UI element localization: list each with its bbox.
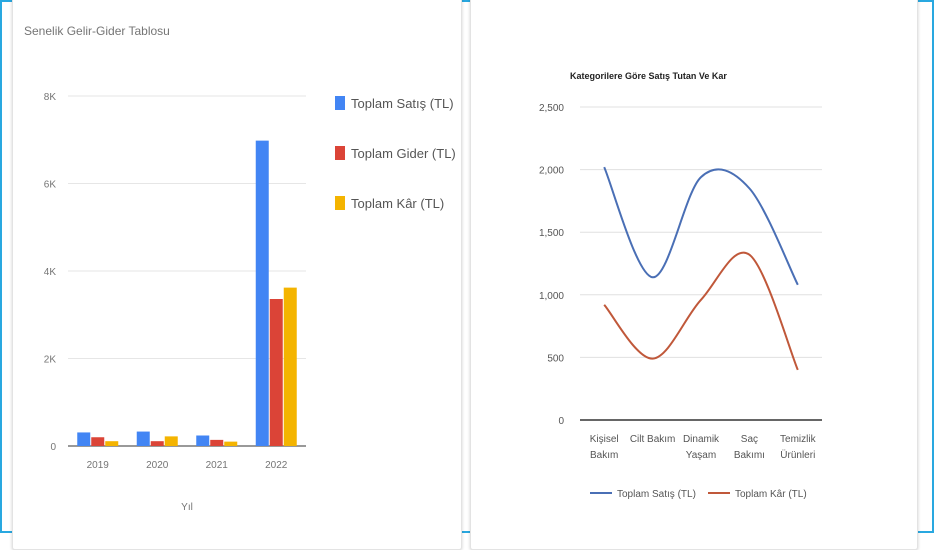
y-tick-label: 1,000 xyxy=(539,291,564,302)
x-tick-label: Dinamik xyxy=(683,434,720,445)
y-tick-label: 0 xyxy=(50,442,56,453)
x-tick-label: Yaşam xyxy=(686,450,716,461)
y-tick-label: 8K xyxy=(44,92,57,103)
bar xyxy=(224,441,238,446)
bar-chart-panel xyxy=(12,0,462,550)
y-tick-label: 0 xyxy=(558,416,564,427)
bar xyxy=(210,439,224,446)
legend-label: Toplam Satış (TL) xyxy=(351,96,454,111)
legend-label: Toplam Gider (TL) xyxy=(351,146,456,161)
bar xyxy=(196,435,210,446)
x-tick-label: 2022 xyxy=(265,460,288,471)
series-line xyxy=(603,166,799,286)
bar xyxy=(255,140,269,446)
y-tick-label: 500 xyxy=(547,353,564,364)
x-tick-label: Saç xyxy=(741,434,758,445)
screenshot-frame xyxy=(0,0,934,533)
x-tick-label: Ürünleri xyxy=(780,449,815,461)
x-tick-label: Temizlik xyxy=(780,434,817,445)
line-chart-title: Kategorilere Göre Satış Tutan Ve Kar xyxy=(570,71,727,81)
bar xyxy=(150,441,164,446)
bar xyxy=(105,441,119,446)
y-tick-label: 1,500 xyxy=(539,228,564,239)
y-tick-label: 2,000 xyxy=(539,166,564,177)
y-tick-label: 2,500 xyxy=(539,103,564,114)
bar xyxy=(164,436,178,446)
x-axis-title: Yıl xyxy=(181,502,193,513)
legend-swatch xyxy=(335,196,345,210)
bar-chart-title: Senelik Gelir-Gider Tablosu xyxy=(24,24,170,38)
legend-label: Toplam Kâr (TL) xyxy=(735,489,807,500)
bar xyxy=(91,437,105,446)
x-tick-label: Kişisel xyxy=(590,434,619,445)
bar xyxy=(77,432,91,446)
bar-chart: 0 2K 4K 6K 8K 2019 2020 2021 2022 Yıl Toplam Satış… xyxy=(44,92,456,513)
series-line xyxy=(603,251,799,371)
legend-swatch xyxy=(335,146,345,160)
bar xyxy=(136,431,150,446)
x-tick-label: 2019 xyxy=(87,460,110,471)
x-tick-label: 2021 xyxy=(206,460,229,471)
line-chart: Kategorilere Göre Satış Tutan Ve Kar 0 500… xyxy=(539,71,822,500)
y-tick-label: 6K xyxy=(44,180,57,191)
y-tick-label: 4K xyxy=(44,267,57,278)
bar xyxy=(269,299,283,446)
bar xyxy=(283,287,297,446)
legend-label: Toplam Satış (TL) xyxy=(617,489,696,500)
x-tick-label: Bakımı xyxy=(734,450,765,461)
y-tick-label: 2K xyxy=(44,355,57,366)
legend-swatch xyxy=(335,96,345,110)
x-tick-label: 2020 xyxy=(146,460,169,471)
x-tick-label: Cilt Bakım xyxy=(630,434,676,445)
x-tick-label: Bakım xyxy=(590,450,618,461)
line-chart-panel xyxy=(470,0,918,550)
legend-label: Toplam Kâr (TL) xyxy=(351,196,444,211)
